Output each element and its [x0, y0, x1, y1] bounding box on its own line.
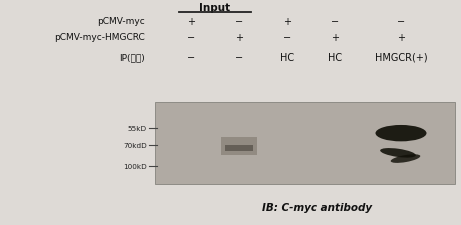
Text: −: −	[187, 33, 195, 43]
Text: 100kD: 100kD	[123, 163, 147, 169]
Text: −: −	[331, 17, 339, 27]
Text: IB: C-myc antibody: IB: C-myc antibody	[262, 202, 372, 212]
Text: −: −	[235, 53, 243, 63]
Bar	[221, 137, 257, 155]
Text: HC: HC	[328, 53, 342, 63]
Text: −: −	[235, 17, 243, 27]
Text: 55kD: 55kD	[128, 126, 147, 132]
Text: pCMV-myc: pCMV-myc	[97, 17, 145, 26]
Bar	[155, 103, 455, 184]
Text: +: +	[283, 17, 291, 27]
Text: +: +	[235, 33, 243, 43]
Text: +: +	[331, 33, 339, 43]
Text: +: +	[397, 33, 405, 43]
Text: pCMV-myc-HMGCRC: pCMV-myc-HMGCRC	[54, 33, 145, 42]
Ellipse shape	[391, 155, 420, 163]
Text: −: −	[397, 17, 405, 27]
Text: IP(血清): IP(血清)	[119, 53, 145, 62]
Text: 70kdD: 70kdD	[123, 143, 147, 149]
Bar	[225, 145, 254, 152]
Text: +: +	[187, 17, 195, 27]
Ellipse shape	[376, 125, 426, 142]
Text: Input: Input	[200, 3, 230, 13]
Text: HMGCR(+): HMGCR(+)	[375, 53, 427, 63]
Text: −: −	[283, 33, 291, 43]
Text: −: −	[187, 53, 195, 63]
Ellipse shape	[380, 148, 416, 158]
Text: HC: HC	[280, 53, 294, 63]
